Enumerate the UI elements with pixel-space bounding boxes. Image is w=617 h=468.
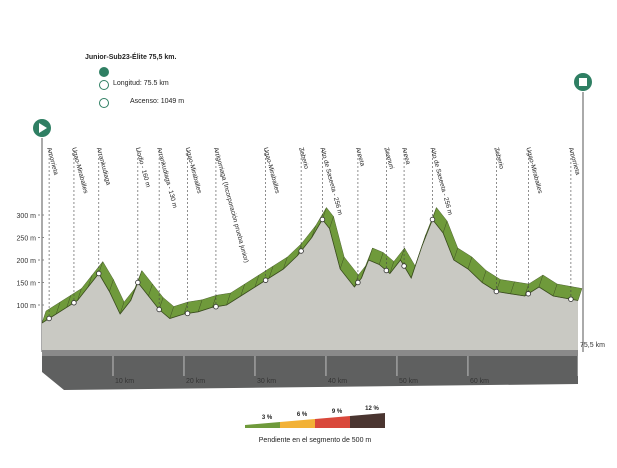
- waypoint-dot: [383, 267, 390, 274]
- waypoint-label: Alto de Saseeta - 256 m: [318, 147, 343, 216]
- x-tick-label: 20 km: [186, 378, 205, 385]
- finish-marker: [574, 73, 592, 352]
- waypoint-label: Zeberio: [297, 147, 310, 170]
- waypoint-label: Areea: [400, 147, 411, 166]
- waypoint-label: Arrigorriaga (Incorporación prueba junio…: [212, 147, 250, 264]
- profile-fill: [42, 219, 578, 350]
- waypoint-label: Llodio - 160 m: [134, 147, 151, 189]
- profile-area: [41, 207, 583, 350]
- waypoint-label: Ugao-Miraballes: [184, 147, 203, 195]
- ascent-value: 1049 m: [160, 98, 185, 105]
- play-icon: [39, 123, 47, 133]
- waypoint-label: Areeta: [354, 147, 366, 168]
- waypoint-dot: [96, 270, 102, 277]
- waypoint-dot: [156, 306, 162, 313]
- waypoint-label: Ugao-Miraballes: [70, 147, 89, 195]
- legend-label: 3 %: [262, 415, 273, 421]
- x-axis: 10 km 20 km 30 km 40 km 50 km 60 km 75,5 km: [112, 342, 605, 385]
- cyclist-icon: [99, 67, 109, 77]
- distance-icon: [99, 80, 109, 90]
- legend-swatch: [350, 413, 385, 428]
- length-label: Longitud:: [113, 80, 142, 87]
- waypoint-label: Zeanuri: [382, 147, 394, 170]
- y-tick-label: 200 m: [17, 258, 37, 265]
- waypoint-dot: [525, 291, 532, 297]
- waypoint-dot: [319, 216, 326, 223]
- waypoint-dot: [298, 248, 304, 254]
- length-value: 75.5 km: [143, 80, 169, 87]
- waypoint-dot: [135, 279, 141, 286]
- y-tick-label: 250 m: [17, 236, 37, 243]
- x-tick-label: 60 km: [470, 378, 489, 385]
- legend-swatch: [315, 416, 350, 428]
- profile-base-top: [42, 350, 578, 356]
- waypoint-label: Arrankudiaga: [95, 147, 112, 187]
- waypoint-label: Ugao-Miraballes: [524, 147, 543, 195]
- start-marker: [33, 119, 51, 352]
- legend-label: 6 %: [297, 412, 308, 418]
- profile-line: [41, 218, 579, 324]
- waypoint-dot: [493, 288, 500, 295]
- waypoint-dot: [429, 216, 436, 223]
- waypoint-dot: [184, 310, 191, 317]
- x-tick-label: 30 km: [257, 378, 276, 385]
- route-ascent: Ascenso: 1049 m: [130, 98, 184, 105]
- x-tick-label: 10 km: [115, 378, 134, 385]
- waypoint-label: Amorrieta: [45, 147, 59, 176]
- route-length: Longitud: 75.5 km: [113, 80, 169, 87]
- x-tick-label: 40 km: [328, 378, 347, 385]
- x-tick-label: 75,5 km: [580, 342, 605, 349]
- profile-base-slab: [42, 350, 578, 390]
- waypoint-dot: [355, 279, 361, 286]
- waypoint-dot: [71, 300, 77, 306]
- waypoint-label: Zeberio: [492, 147, 505, 170]
- y-tick-label: 300 m: [17, 213, 37, 220]
- route-title: Junior-Sub23-Élite 75,5 km.: [85, 54, 177, 61]
- waypoint-label: Arrankudiaga - 130 m: [155, 147, 178, 209]
- y-tick-label: 150 m: [17, 281, 37, 288]
- waypoint-label: Alto de Saseeta - 256 m: [429, 147, 454, 216]
- legend-swatch: [245, 422, 280, 428]
- waypoint-dot: [262, 277, 269, 283]
- y-tick-label: 100 m: [17, 303, 37, 310]
- waypoint-dot: [568, 296, 574, 302]
- profile-base: [42, 350, 578, 390]
- y-axis: 100 m 150 m 200 m 250 m 300 m: [17, 213, 44, 310]
- legend-caption: Pendiente en el segmento de 500 m: [259, 437, 372, 444]
- legend-swatch: [280, 419, 315, 428]
- waypoint-dot: [46, 315, 52, 322]
- legend-label: 12 %: [365, 406, 379, 412]
- x-tick-label: 50 km: [399, 378, 418, 385]
- ascent-label: Ascenso:: [130, 98, 159, 105]
- stop-icon: [579, 78, 587, 86]
- waypoint-dot: [213, 303, 219, 310]
- ascent-icon: [99, 98, 109, 108]
- waypoint-dot: [401, 263, 407, 269]
- waypoint-label: Ugao-Miraballes: [262, 147, 281, 195]
- slope-legend: 3 % 6 % 9 % 12 % Pendiente en el segmento de…: [245, 406, 385, 444]
- legend-label: 9 %: [332, 409, 343, 415]
- waypoint-label: Amorrieta: [567, 147, 581, 176]
